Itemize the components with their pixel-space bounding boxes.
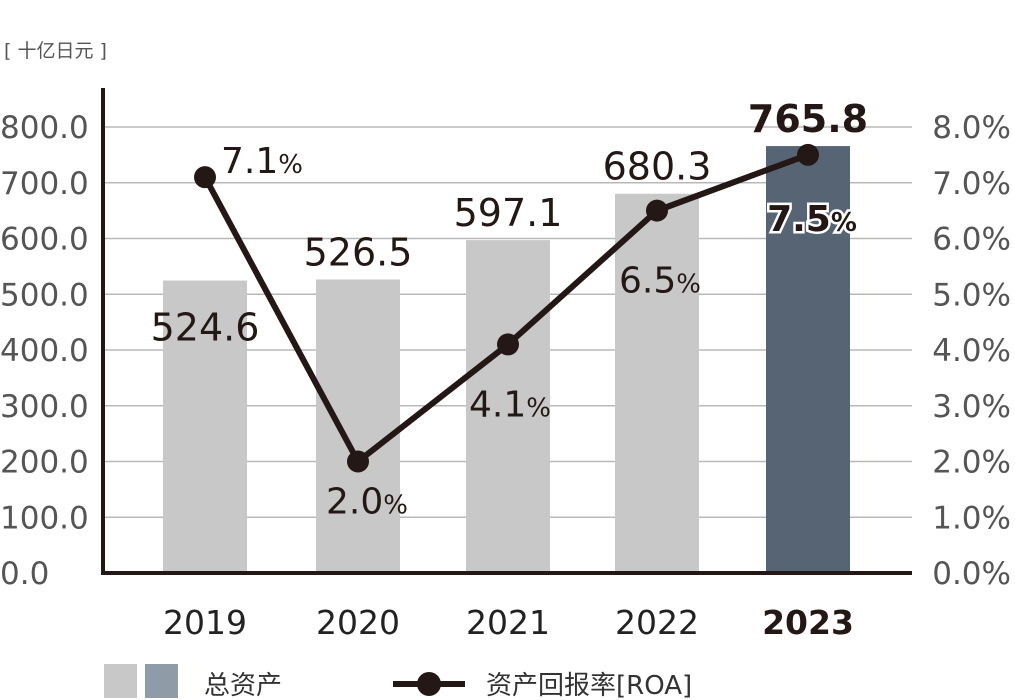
legend: 总资产 资产回报率[ROA]: [104, 664, 692, 700]
bar-2019: [163, 280, 247, 573]
bar-value-label: 526.5: [304, 230, 413, 274]
y2-tick-label: 2.0%: [932, 445, 1011, 481]
legend-label-roa: 资产回报率[ROA]: [486, 671, 692, 700]
y2-tick-label: 4.0%: [932, 333, 1011, 369]
y-tick-label: 0.0: [0, 556, 49, 592]
x-tick-label: 2020: [316, 603, 400, 642]
line-value-labels: 7.1% 2.0% 4.1% 6.5% 7.5%: [221, 141, 859, 523]
y-axis-left-ticks: 0.0 100.0 200.0 300.0 400.0 500.0 600.0 700.0 80…: [0, 110, 89, 592]
x-tick-label: 2022: [615, 603, 699, 642]
roa-value-label: 6.5%: [619, 261, 701, 302]
x-tick-label: 2021: [466, 603, 550, 642]
axes: [101, 88, 912, 575]
y2-tick-label: 6.0%: [932, 222, 1011, 258]
legend-label-total-assets: 总资产: [204, 671, 282, 700]
y-tick-label: 200.0: [0, 445, 89, 481]
y-tick-label: 800.0: [0, 110, 89, 146]
y-tick-label: 700.0: [0, 166, 89, 202]
roa-point-2022: [646, 199, 668, 222]
y-tick-label: 300.0: [0, 389, 89, 425]
x-axis-ticks: 2019 2020 2021 2022 2023: [163, 603, 854, 642]
bar-value-label: 597.1: [454, 191, 563, 235]
bar-series-total-assets: [163, 146, 850, 573]
y-tick-label: 500.0: [0, 277, 89, 313]
y-tick-label: 100.0: [0, 500, 89, 536]
roa-value-label: 7.5%: [767, 199, 857, 240]
legend-marker-roa: [417, 672, 441, 696]
unit-label: [ 十亿日元 ]: [4, 40, 107, 62]
bar-2023: [766, 146, 850, 573]
line-series-roa: [194, 143, 819, 473]
x-tick-label: 2023: [762, 603, 854, 642]
y2-tick-label: 8.0%: [932, 110, 1011, 146]
legend-swatch-total-assets-2: [145, 664, 178, 698]
bar-2020: [316, 279, 400, 573]
roa-value-label: 7.1%: [221, 141, 303, 182]
x-tick-label: 2019: [163, 603, 247, 642]
y2-tick-label: 0.0%: [932, 556, 1011, 592]
roa-point-2020: [347, 450, 369, 473]
bar-2022: [615, 193, 699, 573]
roa-point-2019: [194, 166, 216, 189]
roa-point-2023: [797, 143, 819, 166]
y2-tick-label: 1.0%: [932, 500, 1011, 536]
legend-swatch-total-assets-1: [104, 664, 137, 698]
bar-value-label: 765.8: [748, 97, 868, 141]
bar-value-label: 524.6: [151, 306, 260, 350]
y2-tick-label: 3.0%: [932, 389, 1011, 425]
bar-value-label: 680.3: [603, 145, 712, 189]
y2-tick-label: 7.0%: [932, 166, 1011, 202]
roa-value-label: 4.1%: [469, 384, 551, 425]
bar-value-labels: 524.6 526.5 597.1 680.3 765.8: [151, 97, 869, 349]
y-axis-right-ticks: 0.0% 1.0% 2.0% 3.0% 4.0% 5.0% 6.0% 7.0% 8.0%: [932, 110, 1011, 592]
y-tick-label: 600.0: [0, 222, 89, 258]
bar-2021: [466, 240, 550, 573]
y-tick-label: 400.0: [0, 333, 89, 369]
roa-point-2021: [497, 333, 519, 356]
roa-value-label: 2.0%: [326, 482, 408, 523]
y2-tick-label: 5.0%: [932, 277, 1011, 313]
